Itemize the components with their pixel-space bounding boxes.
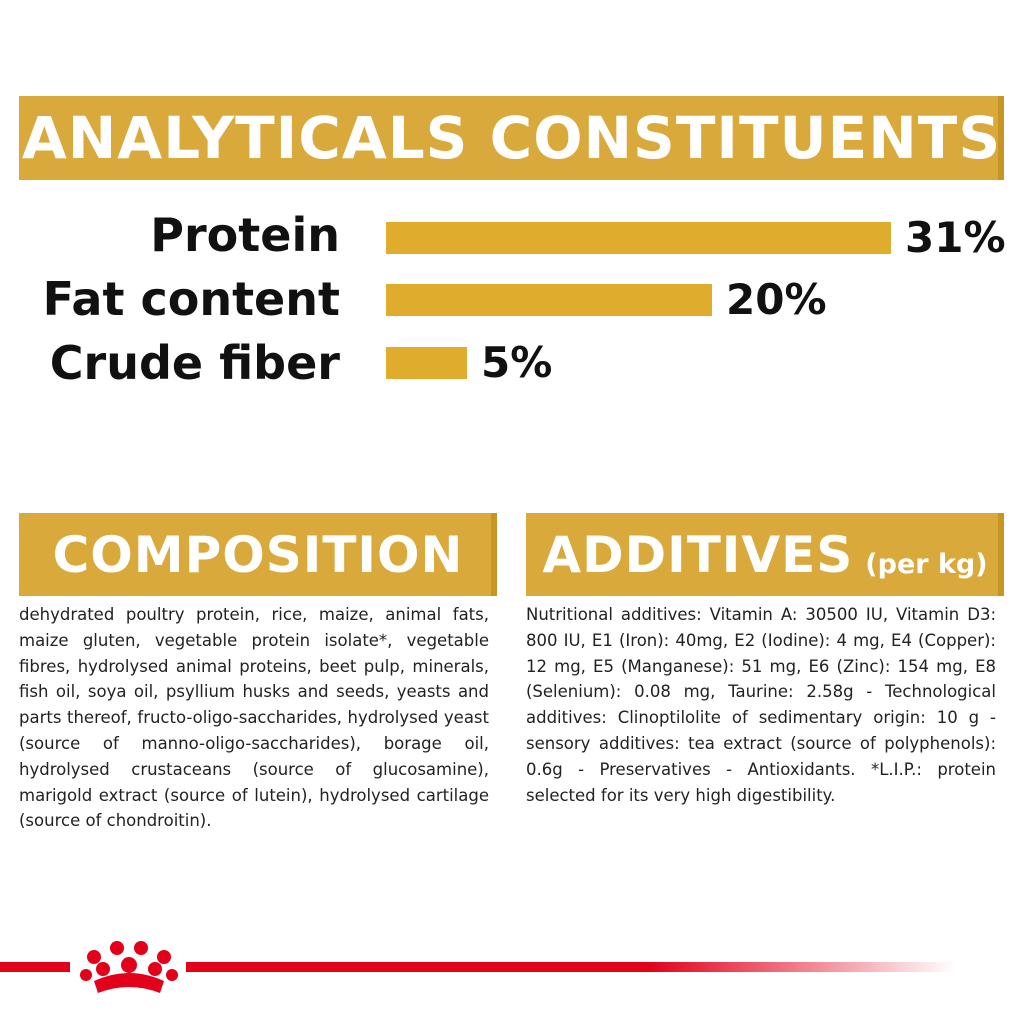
fat-content-value: 20% xyxy=(726,275,827,324)
banner-shadow-edge xyxy=(998,513,1004,596)
banner-shadow-edge xyxy=(998,96,1004,180)
composition-text: dehydrated poultry protein, rice, maize,… xyxy=(19,605,489,831)
crude-fiber-label: Crude fiber xyxy=(49,336,340,390)
crude-fiber-bar xyxy=(386,347,467,379)
crude-fiber-value: 5% xyxy=(481,338,553,387)
composition-header: COMPOSITION xyxy=(19,513,497,596)
crown-logo-icon xyxy=(80,941,178,993)
additives-header: ADDITIVES (per kg) xyxy=(526,513,1004,596)
additives-title: ADDITIVES xyxy=(542,525,854,584)
footer-red-line-left xyxy=(0,962,70,972)
analytical-constituents-header: ANALYTICALS CONSTITUENTS xyxy=(19,96,1004,180)
protein-bar xyxy=(386,222,891,254)
analytical-constituents-title: ANALYTICALS CONSTITUENTS xyxy=(21,104,1002,172)
protein-label: Protein xyxy=(150,208,340,262)
composition-title: COMPOSITION xyxy=(52,525,464,584)
additives-subtitle: (per kg) xyxy=(865,549,988,580)
additives-text: Nutritional additives: Vitamin A: 30500 … xyxy=(526,605,996,805)
protein-value: 31% xyxy=(905,213,1006,262)
fat-content-bar xyxy=(386,284,712,316)
banner-shadow-edge xyxy=(491,513,497,596)
footer-red-line-right xyxy=(186,962,956,972)
fat-content-label: Fat content xyxy=(42,272,340,326)
